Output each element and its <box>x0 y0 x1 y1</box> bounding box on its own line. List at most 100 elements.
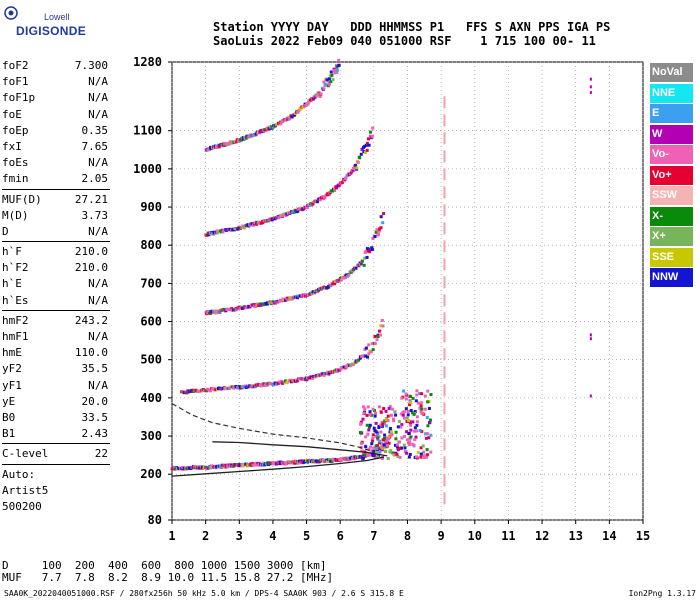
x-tick-label: 4 <box>269 529 276 543</box>
param-name: foEs <box>2 156 29 170</box>
echo-mark-hop1 <box>256 463 260 467</box>
echo-mark-hop2 <box>204 389 208 393</box>
param-value: 2.43 <box>81 427 109 441</box>
echo-mark-hop5 <box>335 68 339 72</box>
echo-mark-hop4 <box>358 156 362 160</box>
y-tick-label: 1100 <box>133 124 162 138</box>
x-tick-label: 14 <box>602 529 616 543</box>
spread-f-mark <box>394 413 398 417</box>
echo-mark-hop3 <box>374 230 378 234</box>
echo-mark-hop2 <box>259 384 263 388</box>
x-tick-label: 13 <box>568 529 582 543</box>
echo-mark-hop5 <box>288 116 292 120</box>
echo-mark-hop5 <box>242 137 246 141</box>
echo-mark-hop5 <box>322 87 326 91</box>
echo-mark-hop1 <box>297 461 301 465</box>
fitted-trace-lower <box>171 456 385 477</box>
spread-f-mark <box>370 439 374 443</box>
param-row: Auto: <box>2 467 110 483</box>
logo-line2: DIGISONDE <box>16 24 87 38</box>
spread-f-mark <box>409 422 413 426</box>
echo-mark-hop1 <box>379 442 383 446</box>
echo-mark-hop1 <box>387 441 391 445</box>
spread-f-mark <box>407 432 411 436</box>
echo-mark-hop2 <box>208 389 212 393</box>
spread-f-mark <box>397 419 401 423</box>
param-row: Artist5 <box>2 483 110 499</box>
isolated-echo-mark <box>589 337 592 341</box>
param-value: 27.21 <box>74 192 108 206</box>
file-info-footer: SAA0K_2022040051000.RSF / 280fx256h 50 k… <box>4 589 404 598</box>
param-value: 110.0 <box>74 346 108 360</box>
spread-f-mark <box>389 413 393 417</box>
spread-f-mark <box>377 426 381 430</box>
echo-mark-hop2 <box>261 384 265 388</box>
echo-mark-hop3 <box>375 228 379 232</box>
logo-line1: Lowell <box>44 12 70 22</box>
legend-item-nnw: NNW <box>650 268 693 287</box>
param-value: N/A <box>88 156 108 170</box>
station-header: Station YYYY DAY DDD HHMMSS P1 FFS S AXN… <box>213 20 610 48</box>
echo-mark-hop5 <box>329 80 333 84</box>
echo-mark-hop4 <box>220 230 224 234</box>
echo-mark-hop4 <box>365 141 369 145</box>
spread-f-mark <box>415 423 419 427</box>
spread-f-mark <box>424 432 428 436</box>
param-name: hmE <box>2 346 22 360</box>
echo-mark-hop3 <box>214 309 218 313</box>
echo-mark-hop2 <box>238 386 242 390</box>
muf-table: D 100 200 400 600 800 1000 1500 3000 [km… <box>2 560 333 584</box>
params-separator <box>2 309 110 311</box>
y-tick-label: 300 <box>140 429 162 443</box>
spread-f-mark <box>364 445 368 449</box>
spread-f-mark <box>409 428 413 432</box>
echo-mark-hop4 <box>364 143 368 147</box>
param-row: hmF2 243.2 <box>2 313 110 329</box>
spread-f-mark <box>403 416 407 420</box>
echo-mark-hop3 <box>282 298 286 302</box>
echo-mark-hop3 <box>337 278 341 282</box>
spread-f-mark <box>383 419 387 423</box>
param-value: N/A <box>88 224 108 238</box>
legend-item-sse: SSE <box>650 247 693 267</box>
spread-f-mark <box>387 435 391 439</box>
spread-f-mark <box>418 406 422 410</box>
echo-mark-hop4 <box>355 166 359 170</box>
spread-f-mark <box>384 424 388 428</box>
param-value: N/A <box>88 91 108 105</box>
param-value: N/A <box>88 330 108 343</box>
echo-mark-hop2 <box>381 324 385 328</box>
echo-mark-hop3 <box>381 221 385 225</box>
echo-mark-hop4 <box>221 230 225 234</box>
echo-mark-hop3 <box>333 282 337 286</box>
param-name: yF2 <box>2 362 22 376</box>
param-name: h`F2 <box>2 261 29 275</box>
echo-mark-hop2 <box>221 386 225 390</box>
echo-mark-hop2 <box>269 382 273 386</box>
spread-f-mark <box>406 413 410 417</box>
spread-f-mark <box>374 421 378 425</box>
echo-mark-hop1 <box>384 436 388 440</box>
spread-f-mark <box>390 432 394 436</box>
echo-mark-hop3 <box>222 307 226 311</box>
x-tick-label: 1 <box>168 529 175 543</box>
spread-f-mark <box>384 418 388 422</box>
y-tick-label: 1000 <box>133 162 162 176</box>
echo-mark-hop4 <box>360 147 364 151</box>
echo-mark-hop5 <box>331 78 335 82</box>
spread-f-mark <box>408 452 412 456</box>
spread-f-mark <box>427 406 431 410</box>
echo-mark-hop1 <box>377 453 381 457</box>
spread-f-mark <box>371 436 375 440</box>
echo-mark-hop3 <box>296 294 300 298</box>
spread-f-mark <box>372 426 376 430</box>
spread-f-mark <box>423 407 427 411</box>
echo-mark-hop2 <box>375 338 379 342</box>
x-tick-label: 8 <box>404 529 411 543</box>
spread-f-mark <box>416 451 420 455</box>
spread-f-mark <box>407 419 411 423</box>
x-tick-label: 6 <box>337 529 344 543</box>
spread-f-mark <box>388 426 392 430</box>
spread-f-mark <box>393 443 397 447</box>
